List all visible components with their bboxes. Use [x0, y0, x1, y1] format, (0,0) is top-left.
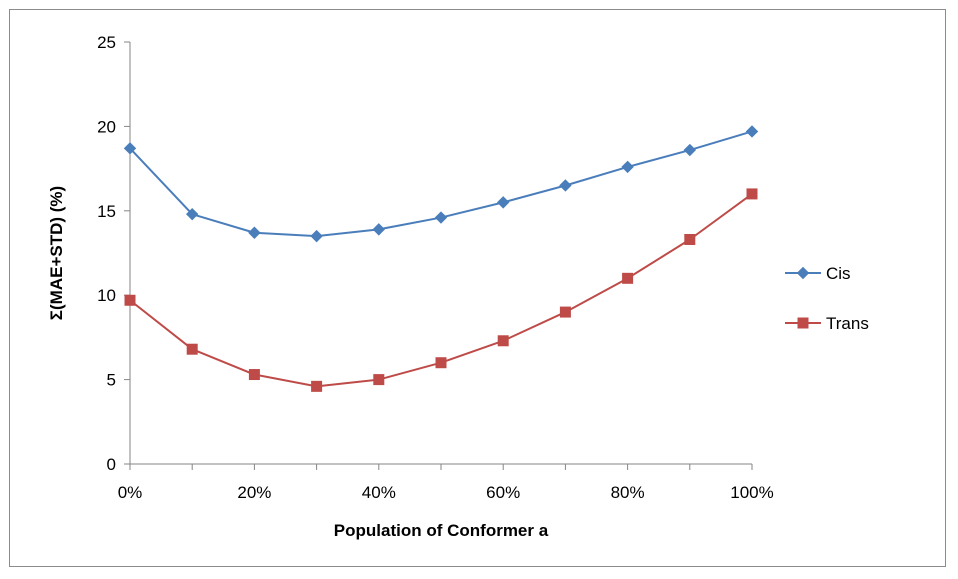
chart-area: 0 5 10 15 20 25 0% 20% 40% 60% 80% 100% Cis Trans Σ(…	[9, 9, 946, 567]
y-axis-title: Σ(MAE+STD) (%)	[47, 186, 66, 320]
x-tick-label: 80%	[611, 483, 645, 502]
series-cis-point	[559, 179, 572, 192]
series-trans-point	[559, 306, 571, 318]
legend-cis-marker	[796, 266, 810, 280]
legend: Cis Trans	[785, 264, 869, 333]
series-cis-point	[372, 223, 386, 236]
series-trans	[124, 188, 758, 392]
x-tick-label: 40%	[362, 483, 396, 502]
series-trans-point	[684, 233, 696, 245]
y-tick-label: 5	[107, 371, 116, 390]
series-cis-point	[621, 160, 634, 174]
y-tick-label: 25	[97, 33, 116, 52]
series-cis-point	[496, 196, 510, 209]
y-tick-label: 20	[97, 117, 116, 136]
series-cis-point	[248, 226, 261, 239]
x-tick-label: 20%	[237, 483, 271, 502]
series-cis-point	[185, 207, 199, 221]
x-tick-label: 60%	[486, 483, 520, 502]
series-trans-point	[373, 374, 385, 386]
axes	[124, 41, 753, 470]
x-axis-title: Population of Conformer a	[334, 521, 549, 540]
series-cis	[123, 125, 759, 243]
series-cis-point	[123, 142, 137, 155]
y-tick-label: 10	[97, 286, 116, 305]
series-cis-point	[434, 211, 448, 224]
legend-trans-label: Trans	[826, 314, 869, 333]
tick-labels: 0 5 10 15 20 25 0% 20% 40% 60% 80% 100%	[97, 33, 774, 502]
legend-trans-marker	[797, 317, 809, 329]
series-trans-point	[435, 357, 447, 369]
series-trans-point	[622, 272, 634, 284]
series-trans-point	[248, 369, 260, 381]
series-trans-point	[746, 188, 758, 200]
series-trans-point	[497, 335, 509, 347]
series-trans-point	[311, 380, 323, 392]
y-tick-label: 0	[107, 455, 116, 474]
x-tick-label: 100%	[730, 483, 773, 502]
series-cis-point	[745, 125, 759, 138]
legend-cis-label: Cis	[826, 264, 851, 283]
legend-item-trans: Trans	[785, 314, 869, 333]
series-trans-point	[186, 343, 198, 355]
series	[123, 125, 759, 392]
line-chart: 0 5 10 15 20 25 0% 20% 40% 60% 80% 100% Cis Trans Σ(…	[47, 33, 869, 540]
legend-item-cis: Cis	[785, 264, 851, 283]
series-cis-point	[310, 229, 323, 243]
x-tick-label: 0%	[118, 483, 143, 502]
series-trans-point	[124, 294, 136, 306]
y-tick-label: 15	[97, 202, 116, 221]
series-cis-point	[683, 143, 697, 157]
